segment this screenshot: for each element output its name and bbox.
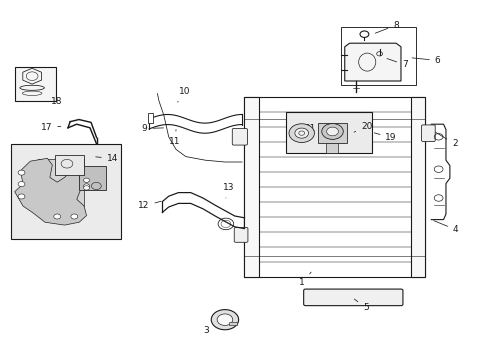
Bar <box>55 155 84 175</box>
Text: 2: 2 <box>433 131 457 148</box>
Circle shape <box>18 194 25 199</box>
Circle shape <box>83 184 89 188</box>
Bar <box>244 97 425 277</box>
Text: 4: 4 <box>433 221 458 234</box>
Circle shape <box>211 310 238 330</box>
Circle shape <box>18 181 25 186</box>
Bar <box>285 112 371 153</box>
Bar <box>15 67 56 101</box>
Text: 9: 9 <box>142 124 163 133</box>
Bar <box>147 113 152 123</box>
Circle shape <box>54 214 61 219</box>
Text: 16: 16 <box>75 211 86 220</box>
Text: 11: 11 <box>169 130 181 145</box>
Circle shape <box>18 170 25 175</box>
Text: 18: 18 <box>38 97 62 106</box>
FancyBboxPatch shape <box>234 228 247 242</box>
Circle shape <box>321 123 343 139</box>
Text: 19: 19 <box>373 133 396 142</box>
Polygon shape <box>344 43 400 81</box>
Bar <box>325 143 338 153</box>
Circle shape <box>83 186 89 190</box>
Text: 20: 20 <box>353 122 372 132</box>
Circle shape <box>217 314 232 325</box>
FancyBboxPatch shape <box>232 129 247 145</box>
Circle shape <box>294 128 308 138</box>
Text: 6: 6 <box>411 56 440 65</box>
Text: 12: 12 <box>138 201 161 210</box>
Circle shape <box>288 124 314 143</box>
Circle shape <box>326 127 338 136</box>
Text: 13: 13 <box>223 184 234 198</box>
Bar <box>244 97 259 277</box>
Text: 5: 5 <box>354 299 368 312</box>
Bar <box>228 322 236 325</box>
Bar <box>410 97 425 277</box>
Bar <box>340 27 415 85</box>
Text: 1: 1 <box>299 272 310 287</box>
Polygon shape <box>15 158 86 225</box>
Text: 7: 7 <box>386 59 407 69</box>
Text: 8: 8 <box>374 21 398 33</box>
Text: 3: 3 <box>203 321 222 335</box>
Text: 15: 15 <box>65 177 81 187</box>
FancyBboxPatch shape <box>421 125 434 141</box>
Text: 14: 14 <box>96 154 118 163</box>
Text: 17: 17 <box>41 123 61 132</box>
Text: 21: 21 <box>304 124 316 133</box>
Text: 10: 10 <box>177 87 190 102</box>
Bar <box>11 144 121 239</box>
Bar <box>38 159 84 206</box>
Circle shape <box>83 178 89 183</box>
FancyBboxPatch shape <box>303 289 402 306</box>
Bar <box>317 123 346 143</box>
Bar <box>79 166 106 190</box>
Circle shape <box>71 214 78 219</box>
